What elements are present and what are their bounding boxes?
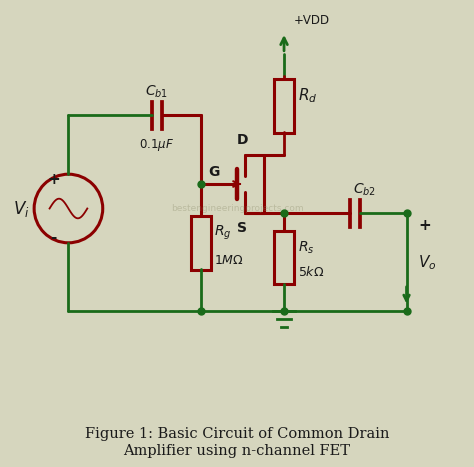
Text: G: G [209, 165, 220, 179]
Text: $R_g$: $R_g$ [214, 224, 232, 242]
Text: +: + [418, 218, 431, 234]
Text: +: + [47, 171, 60, 187]
Text: bestengineeringprojects.com: bestengineeringprojects.com [171, 204, 303, 213]
Text: S: S [237, 221, 247, 235]
Bar [191, 216, 210, 270]
Text: D: D [237, 133, 248, 147]
Text: $5k\Omega$: $5k\Omega$ [298, 265, 324, 279]
Text: $0.1\mu F$: $0.1\mu F$ [139, 137, 174, 153]
Text: $V_o$: $V_o$ [418, 253, 437, 272]
Text: $C_{b2}$: $C_{b2}$ [353, 181, 376, 198]
Text: $R_s$: $R_s$ [298, 240, 314, 256]
Text: $R_d$: $R_d$ [298, 86, 317, 105]
Text: +VDD: +VDD [294, 14, 330, 27]
Text: -: - [51, 230, 57, 245]
Bar [274, 78, 294, 133]
Text: $C_{b1}$: $C_{b1}$ [145, 83, 168, 100]
Text: $1M\Omega$: $1M\Omega$ [214, 254, 244, 267]
Text: $V_i$: $V_i$ [13, 198, 30, 219]
Bar [274, 231, 294, 284]
Text: Figure 1: Basic Circuit of Common Drain
Amplifier using n-channel FET: Figure 1: Basic Circuit of Common Drain … [85, 427, 389, 458]
